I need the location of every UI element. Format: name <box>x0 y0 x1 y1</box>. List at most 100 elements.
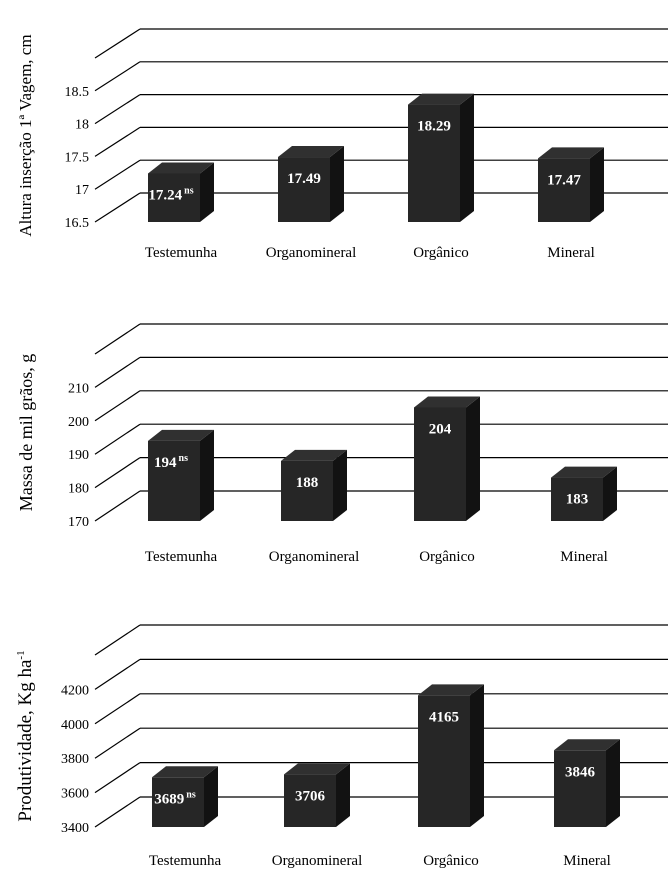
x-category-label: Mineral <box>560 549 607 565</box>
chart-panel-3: 3400 3600 3800 4000 4200 Produtividade, Kg ha… <box>15 624 668 869</box>
bar-top <box>538 147 604 159</box>
bar-front <box>538 158 590 222</box>
bar-front <box>284 774 336 827</box>
y-tick-label: 17.5 <box>65 150 90 165</box>
bar-top <box>551 466 617 478</box>
grid-diagonal <box>94 796 141 828</box>
y-axis-label: Massa de mil grãos, g <box>16 354 36 511</box>
chart-panel-2: 170 180 190 200 210 Massa de mil grãos, g 194 n… <box>16 323 668 565</box>
bar-value-label: 17.47 <box>547 172 581 188</box>
bar-side <box>204 766 218 827</box>
bar-3: 4165 <box>418 684 484 827</box>
y-axis-label-superscript: -1 <box>15 650 27 659</box>
x-category-label: Organomineral <box>269 549 360 565</box>
bar-front <box>551 477 603 521</box>
y-tick-label: 3600 <box>61 787 89 802</box>
bar-value-label: 3706 <box>295 788 326 804</box>
x-category-label: Testemunha <box>145 549 218 565</box>
y-tick-label: 3800 <box>61 752 89 767</box>
bar-value-label: 183 <box>566 492 589 508</box>
bar-front <box>281 460 333 521</box>
bar-side <box>606 739 620 827</box>
x-category-label: Orgânico <box>413 245 469 261</box>
bar-value-label: 17.49 <box>287 171 321 187</box>
grid-diagonal <box>94 762 141 794</box>
bar-value-label: 18.29 <box>417 119 451 135</box>
bar-3: 18.29 <box>408 93 474 223</box>
chart-panel-1: 16.5 17 17.5 18 18.5 Altura inserção 1ª Vagem… <box>16 28 668 261</box>
y-axis-label: Altura inserção 1ª Vagem, cm <box>16 34 35 236</box>
y-tick-label: 3400 <box>61 821 89 836</box>
y-tick-label: 16.5 <box>65 216 90 231</box>
y-tick-label: 190 <box>68 448 89 463</box>
grid-diagonal <box>94 323 141 355</box>
bar-top <box>152 766 218 778</box>
bar-1: 194 ns <box>148 429 214 521</box>
bar-top <box>408 93 474 105</box>
grid-diagonal <box>94 94 141 125</box>
y-tick-label: 4000 <box>61 718 89 733</box>
bar-front <box>152 777 204 827</box>
bar-top <box>281 449 347 461</box>
significance-annotation: ns <box>179 453 189 464</box>
grid-diagonal <box>94 624 141 656</box>
bar-side <box>330 146 344 222</box>
bar-top <box>148 162 214 174</box>
bar-front <box>408 104 460 222</box>
bar-side <box>333 449 347 521</box>
bar-front <box>418 695 470 827</box>
grid-diagonal <box>94 727 141 759</box>
bar-2: 3706 <box>284 763 350 827</box>
bar-3: 204 <box>414 396 480 521</box>
significance-annotation: ns <box>186 789 196 800</box>
bar-top <box>414 396 480 408</box>
grid-diagonal <box>94 61 141 92</box>
x-category-label: Organomineral <box>266 245 357 261</box>
bar-1: 3689 ns <box>152 766 218 827</box>
y-tick-label: 210 <box>68 381 89 396</box>
bar-1: 17.24 ns <box>148 162 214 222</box>
x-category-label: Orgânico <box>423 853 479 869</box>
bar-top <box>148 429 214 441</box>
x-category-label: Mineral <box>547 245 594 261</box>
bar-2: 17.49 <box>278 146 344 222</box>
bar-side <box>460 93 474 223</box>
bar-top <box>554 739 620 751</box>
bar-side <box>200 429 214 521</box>
significance-annotation: ns <box>184 185 194 196</box>
grid-diagonal <box>94 490 141 522</box>
grid-diagonal <box>94 658 141 690</box>
bar-value-label: 3846 <box>565 764 596 780</box>
x-category-label: Orgânico <box>419 549 475 565</box>
bar-front <box>414 407 466 521</box>
y-tick-label: 180 <box>68 482 89 497</box>
bar-side <box>590 147 604 222</box>
bar-side <box>603 466 617 521</box>
grid-diagonal <box>94 28 141 59</box>
bar-value-label: 188 <box>296 475 319 491</box>
grid-diagonal <box>94 423 141 455</box>
grid-diagonal <box>94 126 141 157</box>
bar-2: 188 <box>281 449 347 521</box>
x-category-label: Testemunha <box>149 853 222 869</box>
bar-side <box>200 162 214 222</box>
y-tick-label: 18 <box>75 118 89 133</box>
grid-diagonal <box>94 390 141 422</box>
bar-front <box>278 157 330 222</box>
bar-top <box>418 684 484 696</box>
bar-front <box>148 173 200 222</box>
grid-diagonal <box>94 356 141 388</box>
bar-side <box>336 763 350 827</box>
grid-diagonal <box>94 457 141 489</box>
bar-4: 17.47 <box>538 147 604 222</box>
bar-value-label: 4165 <box>429 709 459 725</box>
grid-diagonal <box>94 693 141 725</box>
y-tick-label: 17 <box>75 183 89 198</box>
y-tick-label: 200 <box>68 415 89 430</box>
grid-diagonal <box>94 159 141 190</box>
bar-front <box>554 750 606 827</box>
x-category-label: Organomineral <box>272 853 363 869</box>
bar-side <box>466 396 480 521</box>
